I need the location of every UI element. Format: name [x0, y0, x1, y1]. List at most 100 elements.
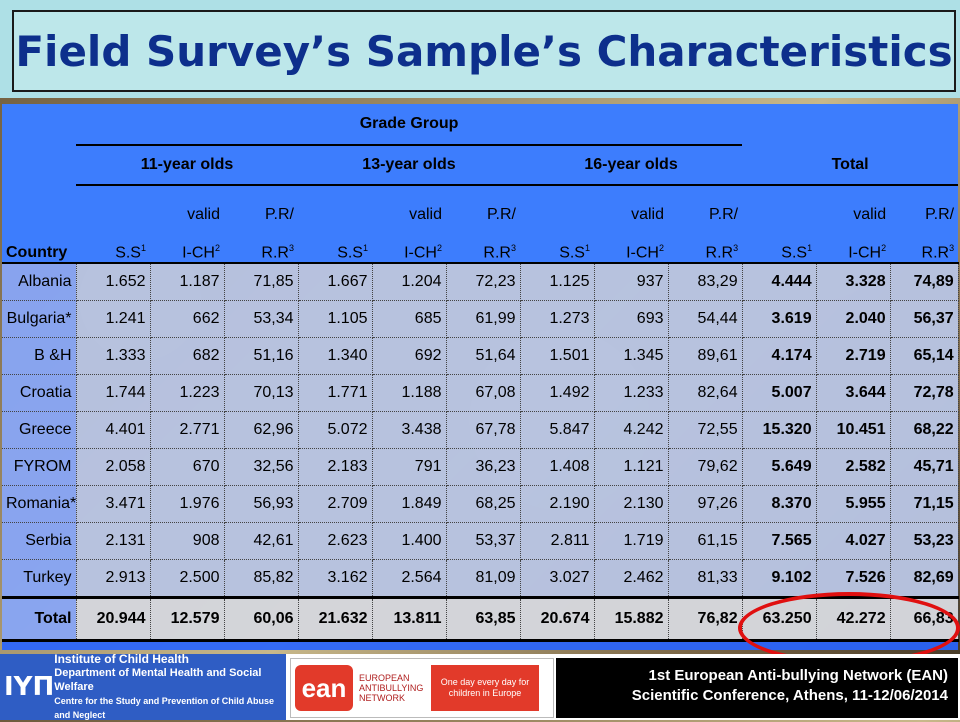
value-cell: 2.913 [76, 559, 151, 598]
col-header-ich-sup: 2 [214, 242, 220, 253]
value-cell: 1.333 [76, 337, 151, 375]
value-cell: 83,29 [668, 262, 743, 301]
value-cell: 2.564 [372, 559, 447, 598]
ean-banner: ean EUROPEAN ANTIBULLYING NETWORK One da… [290, 658, 554, 718]
value-cell: 54,44 [668, 300, 743, 338]
value-cell: 4.444 [742, 262, 817, 301]
col-header-ich-text: I-CH [182, 244, 215, 261]
value-cell: 70,13 [224, 374, 299, 412]
value-cell: 79,62 [668, 448, 743, 486]
col-header-ss-text: S.S [781, 244, 808, 261]
col-header-rr: R.R3 [890, 224, 959, 263]
value-cell: 7.565 [742, 522, 817, 560]
col-header-ich-sup: 2 [658, 242, 664, 253]
col-header-ss-blank [76, 185, 150, 224]
value-cell: 3.162 [298, 559, 373, 598]
value-cell: 1.976 [150, 485, 225, 523]
value-cell: 2.811 [520, 522, 595, 560]
country-cell: B &H [2, 337, 77, 375]
value-cell: 81,33 [668, 559, 743, 598]
sub-header-row-1: valid P.R/valid P.R/valid P.R/valid P.R/ [2, 185, 959, 224]
col-header-ich-sup: 2 [881, 242, 887, 253]
group-header-16: 16-year olds [520, 145, 743, 186]
col-header-ich-sup: 2 [436, 242, 442, 253]
table-row: Serbia 2.131 908 42,61 2.623 1.400 53,37 2.811 1… [2, 522, 959, 560]
header-spacer-total [742, 104, 959, 145]
ean-logo-icon: ean [295, 665, 353, 711]
value-cell: 2.719 [816, 337, 891, 375]
title-banner: Field Survey’s Sample’s Characteristics [0, 0, 960, 98]
title-box: Field Survey’s Sample’s Characteristics [12, 10, 956, 92]
value-cell: 45,71 [890, 448, 959, 486]
sample-table-container: Grade Group 11-year olds 13-year olds 16… [2, 104, 959, 650]
value-cell: 3.619 [742, 300, 817, 338]
col-header-ss-sup: 1 [362, 242, 368, 253]
value-cell: 670 [150, 448, 225, 486]
value-cell: 1.667 [298, 262, 373, 301]
sample-characteristics-table: Grade Group 11-year olds 13-year olds 16… [2, 104, 959, 642]
col-header-ss-blank [298, 185, 372, 224]
col-header-ss: S.S1 [520, 224, 594, 263]
value-cell: 53,37 [446, 522, 521, 560]
col-header-ich: I-CH2 [816, 224, 891, 263]
value-cell: 1.188 [372, 374, 447, 412]
col-header-ss-sup: 1 [140, 242, 146, 253]
value-cell: 9.102 [742, 559, 817, 598]
value-cell: 89,61 [668, 337, 743, 375]
ich-line-1: Institute of Child Health [54, 652, 189, 666]
value-cell: 13.811 [372, 596, 447, 642]
value-cell: 61,15 [668, 522, 743, 560]
value-cell: 82,64 [668, 374, 743, 412]
col-header-rr: R.R3 [446, 224, 520, 263]
header-spacer [2, 185, 76, 224]
group-header-11: 11-year olds [76, 145, 298, 186]
value-cell: 36,23 [446, 448, 521, 486]
value-cell: 5.847 [520, 411, 595, 449]
col-header-ss-blank [742, 185, 817, 224]
country-cell: FYROM [2, 448, 77, 486]
value-cell: 71,15 [890, 485, 959, 523]
col-header-pr: P.R/ [890, 185, 959, 224]
col-header-pr: P.R/ [668, 185, 743, 224]
ich-logo-icon: IYΠ [4, 672, 55, 702]
col-header-pr: P.R/ [224, 185, 298, 224]
col-header-valid: valid [150, 185, 224, 224]
value-cell: 2.058 [76, 448, 151, 486]
col-header-ich: I-CH2 [150, 224, 224, 263]
col-header-ss: S.S1 [298, 224, 372, 263]
value-cell: 82,69 [890, 559, 959, 598]
col-header-rr: R.R3 [224, 224, 298, 263]
value-cell: 56,93 [224, 485, 299, 523]
col-header-rr-text: R.R [261, 244, 289, 261]
value-cell: 8.370 [742, 485, 817, 523]
value-cell: 1.492 [520, 374, 595, 412]
value-cell: 685 [372, 300, 447, 338]
value-cell: 62,96 [224, 411, 299, 449]
value-cell: 4.174 [742, 337, 817, 375]
conference-banner: 1st European Anti-bullying Network (EAN)… [556, 658, 958, 718]
value-cell: 1.273 [520, 300, 595, 338]
col-header-ss: S.S1 [76, 224, 150, 263]
value-cell: 1.105 [298, 300, 373, 338]
value-cell: 4.242 [594, 411, 669, 449]
value-cell: 74,89 [890, 262, 959, 301]
value-cell: 68,22 [890, 411, 959, 449]
value-cell: 85,82 [224, 559, 299, 598]
table-row: Romania* 3.471 1.976 56,93 2.709 1.849 68,25 2.… [2, 485, 959, 523]
col-header-ss-blank [520, 185, 594, 224]
value-cell: 53,34 [224, 300, 299, 338]
value-cell: 1.223 [150, 374, 225, 412]
value-cell: 15.320 [742, 411, 817, 449]
value-cell: 76,82 [668, 596, 743, 642]
ich-text: Institute of Child Health Department of … [54, 652, 286, 722]
value-cell: 2.040 [816, 300, 891, 338]
value-cell: 3.328 [816, 262, 891, 301]
value-cell: 937 [594, 262, 669, 301]
value-cell: 56,37 [890, 300, 959, 338]
table-row: Albania 1.652 1.187 71,85 1.667 1.204 72,23 1.1… [2, 262, 959, 301]
col-header-ss-sup: 1 [807, 242, 813, 253]
value-cell: 32,56 [224, 448, 299, 486]
country-cell: Romania* [2, 485, 77, 523]
col-header-rr: R.R3 [668, 224, 743, 263]
value-cell: 2.623 [298, 522, 373, 560]
